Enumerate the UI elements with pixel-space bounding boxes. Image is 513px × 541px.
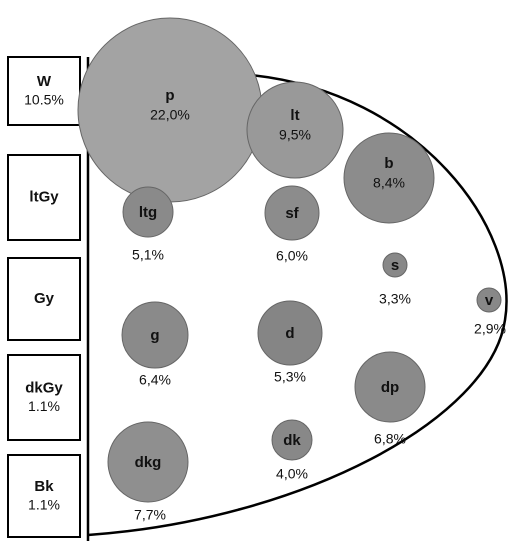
node-percent: 6,8%	[374, 431, 406, 447]
node-label: sf	[285, 205, 299, 222]
node-circle	[476, 287, 502, 313]
node-label: d	[285, 325, 294, 342]
node-percent: 6,0%	[276, 248, 308, 264]
side-box	[7, 454, 81, 538]
side-box	[7, 257, 81, 341]
node-circle	[107, 421, 189, 503]
node-percent: 2,9%	[474, 321, 506, 337]
node-circle	[122, 186, 174, 238]
node-circle	[382, 252, 408, 278]
box-percent: 1.1%	[28, 398, 60, 414]
node-circle	[121, 301, 189, 369]
box-label: dkGy	[25, 379, 63, 396]
node-percent: 9,5%	[279, 127, 311, 143]
node-circle	[257, 300, 323, 366]
box-percent: 10.5%	[24, 92, 64, 108]
node-label: dkg	[135, 454, 162, 471]
node-percent: 22,0%	[150, 107, 190, 123]
node-percent: 3,3%	[379, 291, 411, 307]
node-label: g	[150, 327, 159, 344]
side-box	[7, 154, 81, 241]
box-label: W	[37, 73, 52, 90]
node-label: ltg	[139, 204, 157, 221]
node-percent: 4,0%	[276, 466, 308, 482]
node-label: s	[391, 257, 399, 274]
box-percent: 1.1%	[28, 497, 60, 513]
node-label: b	[384, 155, 393, 172]
node-circle	[264, 185, 320, 241]
side-box	[7, 354, 81, 441]
node-percent: 5,3%	[274, 369, 306, 385]
node-label: p	[165, 87, 174, 104]
node-percent: 8,4%	[373, 175, 405, 191]
box-label: Gy	[34, 290, 55, 307]
node-label: dk	[283, 432, 301, 449]
node-percent: 5,1%	[132, 247, 164, 263]
box-label: ltGy	[29, 188, 59, 205]
node-label: v	[485, 292, 494, 309]
node-circle	[271, 419, 313, 461]
node-percent: 6,4%	[139, 372, 171, 388]
node-circle	[246, 81, 344, 179]
node-label: dp	[381, 379, 399, 396]
box-label: Bk	[34, 478, 54, 495]
node-label: lt	[290, 107, 299, 124]
boundary-curve	[87, 73, 508, 537]
node-circle	[354, 351, 426, 423]
node-percent: 7,7%	[134, 507, 166, 523]
node-circle	[343, 132, 435, 224]
